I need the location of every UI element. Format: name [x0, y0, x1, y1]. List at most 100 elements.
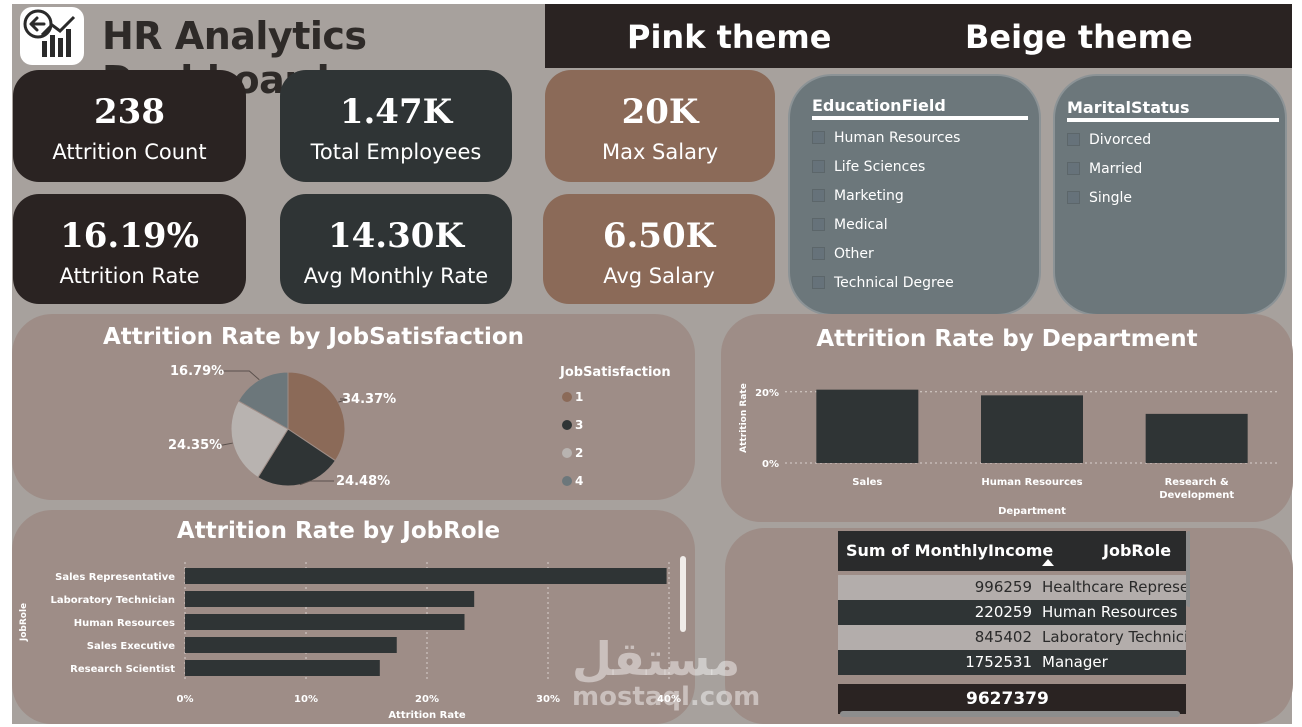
x-axis-title: Attrition Rate — [388, 710, 466, 721]
kpi-value: 238 — [94, 92, 165, 132]
sort-ascending-icon[interactable] — [1042, 559, 1054, 566]
y-axis-title: Attrition Rate — [739, 383, 749, 453]
pie-data-label: 16.79% — [170, 364, 224, 379]
slicer-item-other[interactable]: Other — [812, 246, 874, 262]
table-row[interactable]: 845402 Laboratory Technician — [838, 625, 1186, 650]
legend-title: JobSatisfaction — [559, 365, 671, 380]
pie-data-label: 24.48% — [336, 474, 390, 489]
y-tick-label: Laboratory Technician — [50, 595, 175, 606]
checkbox[interactable] — [812, 218, 825, 231]
checkbox[interactable] — [812, 247, 825, 260]
legend-marker — [562, 448, 572, 458]
slicer-item-technical-degree[interactable]: Technical Degree — [812, 275, 954, 291]
x-tick-label: Human Resources — [981, 477, 1082, 488]
bar-human-resources — [981, 395, 1083, 463]
table-total-value: 9627379 — [966, 689, 1049, 709]
department-bar-chart: 0% 20% Sales Human Resources Research & Devel… — [739, 383, 1279, 517]
slicer-item-divorced[interactable]: Divorced — [1067, 132, 1151, 148]
kpi-value: 20K — [621, 92, 699, 132]
checkbox[interactable] — [812, 131, 825, 144]
checkbox[interactable] — [1067, 162, 1080, 175]
back-arrow-icon — [29, 16, 46, 32]
x-tick-label: 30% — [536, 694, 560, 705]
kpi-label: Max Salary — [601, 140, 719, 164]
slicer-title: MaritalStatus — [1067, 98, 1190, 117]
x-tick-label: 20% — [415, 694, 439, 705]
y-tick-label: 0% — [762, 459, 779, 470]
kpi-label: Total Employees — [310, 140, 482, 164]
kpi-label: Attrition Count — [52, 140, 207, 164]
slicer-item-life-sciences[interactable]: Life Sciences — [812, 159, 925, 175]
pie-data-label: 24.35% — [168, 438, 222, 453]
pie-slice-2 — [230, 400, 289, 479]
checkbox[interactable] — [812, 276, 825, 289]
slicer-item-marketing[interactable]: Marketing — [812, 188, 904, 204]
pink-theme-button[interactable]: Pink theme — [627, 18, 832, 56]
y-tick-label: Sales Representative — [55, 572, 175, 583]
y-tick-label: 20% — [755, 388, 779, 399]
x-tick-label: 10% — [294, 694, 318, 705]
y-axis-title: JobRole — [19, 603, 29, 642]
slicer-title: EducationField — [812, 96, 946, 115]
kpi-avg-salary: 6.50K Avg Salary — [543, 194, 775, 304]
checkbox[interactable] — [812, 160, 825, 173]
table-row[interactable]: 1752531 Manager — [838, 650, 1186, 675]
app-logo[interactable] — [20, 7, 84, 65]
table-header: Sum of MonthlyIncome JobRole — [838, 531, 1186, 571]
checkbox[interactable] — [812, 189, 825, 202]
pie-leader-line — [299, 480, 334, 486]
kpi-label: Attrition Rate — [59, 264, 200, 288]
kpi-avg-monthly-rate: 14.30K Avg Monthly Rate — [280, 194, 512, 304]
x-tick-label: Research & — [1165, 477, 1229, 488]
income-table[interactable]: Sum of MonthlyIncome JobRole 996259 Heal… — [838, 531, 1190, 717]
education-field-slicer: EducationField Human Resources Life Scie… — [788, 74, 1041, 316]
slicer-item-single[interactable]: Single — [1067, 190, 1132, 206]
y-tick-label: Human Resources — [74, 618, 175, 629]
x-axis-title: Department — [998, 506, 1066, 517]
legend-label-1: 1 — [575, 390, 583, 404]
pie-leader-line — [214, 442, 233, 446]
chart-title: Attrition Rate by JobSatisfaction — [102, 324, 525, 350]
table-row[interactable]: 996259 Healthcare Representative — [838, 575, 1186, 600]
slicer-item-married[interactable]: Married — [1067, 161, 1142, 177]
table-row[interactable]: 220259 Human Resources — [838, 600, 1186, 625]
bar-sales — [816, 389, 919, 463]
checkbox[interactable] — [1067, 133, 1080, 146]
pie-leader-line — [216, 370, 260, 381]
pie-data-label: 34.37% — [342, 392, 396, 407]
legend-marker — [562, 476, 572, 486]
checkbox[interactable] — [1067, 191, 1080, 204]
job-satisfaction-chart-panel: Attrition Rate by JobSatisfaction 34.37%… — [12, 314, 695, 500]
x-tick-label: Sales — [852, 477, 882, 488]
watermark-latin: mostaql.com — [572, 682, 761, 712]
beige-theme-button[interactable]: Beige theme — [965, 18, 1193, 56]
chart-title: Attrition Rate by JobRole — [176, 518, 501, 544]
marital-status-slicer: MaritalStatus Divorced Married Single — [1053, 74, 1287, 316]
bar-research-development — [1145, 413, 1248, 463]
header-title-bar: HR Analytics Dashboard — [12, 4, 545, 102]
kpi-value: 16.19% — [60, 216, 199, 256]
slicer-divider — [812, 116, 1028, 120]
x-tick-label: Development — [1159, 490, 1234, 501]
slicer-divider — [1067, 118, 1279, 122]
slicer-item-human-resources[interactable]: Human Resources — [812, 130, 960, 146]
x-tick-label: 40% — [657, 694, 681, 705]
kpi-value: 1.47K — [339, 92, 453, 132]
analytics-icon — [23, 9, 76, 57]
column-header-job-role[interactable]: JobRole — [1103, 541, 1172, 560]
bar-human-resources — [185, 614, 465, 630]
job-role-chart-panel: Attrition Rate by JobRole 0% 10% 20% 30% 40%… — [12, 510, 695, 724]
chart-title: Attrition Rate by Department — [816, 326, 1198, 352]
y-tick-label: Sales Executive — [87, 641, 175, 652]
theme-switcher-bar: Pink theme Beige theme — [545, 4, 1292, 68]
bar-laboratory-technician — [185, 591, 475, 607]
legend-label-3: 3 — [575, 418, 583, 432]
legend-marker — [562, 420, 572, 430]
legend-label-4: 4 — [575, 474, 583, 488]
column-header-monthly-income[interactable]: Sum of MonthlyIncome — [846, 541, 1054, 560]
table-horizontal-scrollbar[interactable] — [840, 711, 1180, 717]
kpi-total-employees: 1.47K Total Employees — [280, 70, 512, 182]
slicer-item-medical[interactable]: Medical — [812, 217, 888, 233]
department-chart-panel: Attrition Rate by Department 0% 20% Sales H… — [721, 314, 1293, 522]
table-vertical-scrollbar[interactable] — [1186, 531, 1190, 607]
